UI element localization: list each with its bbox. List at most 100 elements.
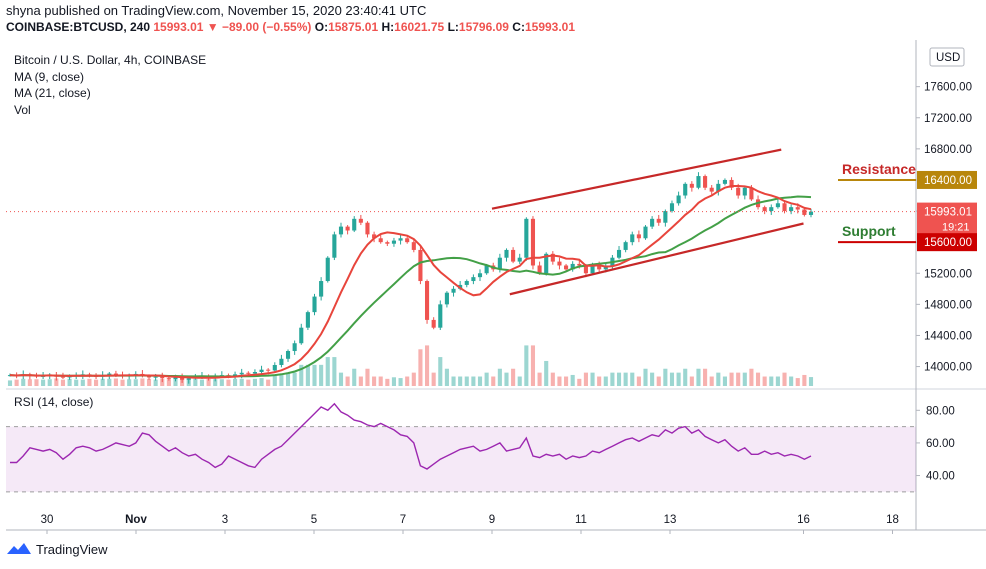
candle: [233, 374, 238, 376]
volume-bar: [451, 376, 456, 386]
candle: [252, 372, 257, 374]
candle: [511, 249, 516, 262]
volume-bar: [736, 372, 741, 386]
volume-bar: [689, 376, 694, 386]
volume-bar: [537, 372, 542, 386]
candle: [769, 207, 774, 212]
volume-bar: [332, 357, 337, 386]
low-label: L:: [447, 20, 459, 34]
volume-bar: [683, 368, 688, 386]
rsi-band: [6, 426, 916, 492]
volume-bar: [266, 379, 271, 386]
volume-bar: [530, 345, 536, 386]
volume-bar: [464, 376, 469, 386]
candle: [802, 209, 807, 215]
support-label: Support: [842, 223, 896, 239]
volume-bar: [67, 378, 72, 386]
candle: [438, 304, 443, 328]
volume-bar: [305, 364, 310, 386]
candle: [643, 226, 648, 239]
rsi-tick-label: 80.00: [926, 405, 955, 417]
resistance-value: 16400.00: [924, 175, 972, 187]
publish-info: shyna published on TradingView.com, Nove…: [6, 3, 427, 18]
volume-bar: [233, 378, 238, 386]
candle: [729, 179, 734, 188]
volume-bar: [153, 379, 158, 386]
candle: [636, 234, 641, 239]
chart-legend: Bitcoin / U.S. Dollar, 4h, COINBASE MA (…: [14, 52, 206, 118]
volume-bar: [696, 368, 701, 386]
close-label: C:: [512, 20, 525, 34]
volume-bar: [259, 378, 264, 386]
candle: [332, 234, 337, 258]
candle: [272, 365, 277, 371]
candle: [305, 312, 310, 328]
candle: [464, 281, 469, 285]
volume-bar: [166, 379, 171, 386]
volume-bar: [34, 379, 39, 386]
volume-bar: [749, 368, 754, 386]
candle: [279, 358, 284, 366]
last-price-label: 15993.01: [924, 207, 972, 219]
legend-ma21: MA (21, close): [14, 86, 91, 100]
volume-bar: [100, 378, 105, 386]
candle: [431, 319, 436, 328]
volume-bar: [755, 372, 761, 386]
candle: [484, 265, 489, 274]
volume-bar: [590, 372, 595, 386]
tradingview-logo[interactable]: TradingView: [6, 541, 108, 557]
legend-ma9: MA (9, close): [14, 69, 85, 84]
candle: [683, 183, 688, 196]
volume-bar: [338, 372, 344, 386]
volume-bar: [199, 379, 205, 386]
candle: [537, 265, 542, 274]
candle: [405, 238, 410, 243]
volume-bar: [7, 380, 13, 386]
price-tick-label: 17600.00: [924, 82, 972, 94]
candle: [736, 187, 741, 196]
candle: [557, 261, 562, 266]
symbol: COINBASE:BTCUSD, 240: [6, 20, 151, 34]
volume-bar: [87, 378, 92, 386]
candle: [583, 265, 588, 274]
candle: [497, 257, 502, 270]
volume-bar: [458, 376, 463, 386]
volume-bar: [352, 368, 357, 386]
candle: [656, 218, 661, 223]
candle: [325, 257, 330, 282]
ohlc-bar: COINBASE:BTCUSD, 240 15993.01 ▼ −89.00 (…: [6, 20, 575, 34]
volume-bar: [173, 378, 178, 386]
price-change: ▼ −89.00 (−0.55%): [206, 20, 312, 34]
time-tick-label: 5: [311, 514, 317, 526]
candle: [524, 218, 529, 258]
volume-bar: [74, 379, 79, 386]
price-tick-label: 14800.00: [924, 299, 972, 311]
volume-bar: [630, 372, 635, 386]
candle: [411, 242, 416, 250]
currency-badge: [929, 47, 965, 67]
volume-bar: [378, 376, 383, 386]
volume-bar: [160, 378, 165, 386]
candle: [663, 211, 668, 223]
volume-bar: [484, 372, 489, 386]
volume-bar: [650, 372, 655, 386]
candle: [372, 234, 377, 239]
candle: [418, 249, 423, 282]
candle: [299, 327, 304, 344]
candle: [597, 265, 602, 270]
resistance-label: Resistance: [842, 161, 916, 177]
time-tick-label: 18: [886, 514, 899, 526]
volume-bar: [285, 372, 291, 386]
candle: [259, 369, 264, 373]
volume-bar: [226, 379, 231, 386]
price-tick-label: 17200.00: [924, 113, 972, 125]
countdown-label: 19:21: [942, 222, 970, 234]
candle: [795, 207, 800, 210]
candle: [676, 195, 681, 204]
plot-area: [6, 40, 916, 500]
rsi-tick-label: 60.00: [926, 438, 955, 450]
volume-bar: [246, 379, 251, 386]
volume-bar: [802, 374, 807, 386]
volume-bar: [418, 349, 423, 386]
